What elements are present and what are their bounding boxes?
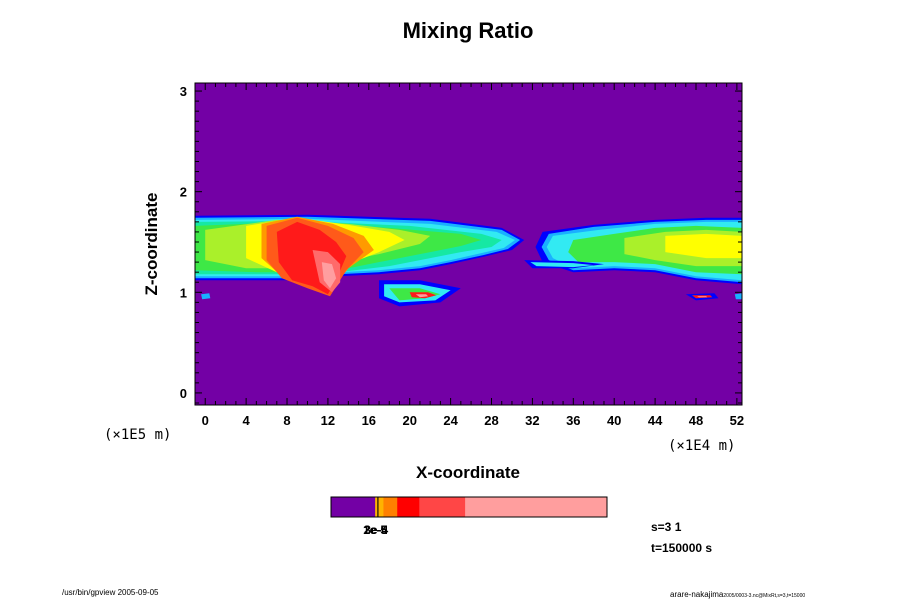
x-tick-labels: 0 4 8 12 16 20 24 28 32 36 40 44 48 52 — [202, 413, 745, 428]
y-axis-label: Z-coordinate — [142, 193, 161, 296]
footer-left: /usr/bin/gpview 2005-09-05 — [62, 588, 159, 597]
y-tick-label: 2 — [180, 185, 187, 200]
colorbar-tick-labels: 1e-52e-53e-4 — [363, 523, 389, 537]
footer-right-main: arare-nakajima — [670, 590, 724, 599]
right-tail-layer-11 — [415, 294, 429, 298]
colorbar-segment — [331, 497, 376, 517]
y-tick-labels: 0 1 2 3 — [180, 84, 187, 401]
x-tick-label: 36 — [566, 413, 580, 428]
x-tick-label: 4 — [243, 413, 251, 428]
dot-left-layer-1 — [201, 293, 211, 300]
concentration-regions — [195, 214, 742, 307]
band-right-layer-6 — [665, 233, 742, 259]
x-tick-label: 16 — [362, 413, 376, 428]
colorbar-segment — [375, 497, 378, 517]
colorbar-segment — [465, 497, 608, 517]
x-tick-label: 32 — [525, 413, 539, 428]
x-tick-label: 44 — [648, 413, 663, 428]
time-info: t=150000 s — [651, 541, 712, 555]
y-tick-label: 0 — [180, 386, 187, 401]
chart-title: Mixing Ratio — [403, 18, 534, 43]
footer-right-sub: 2005/0003-3.nc@MixRt,s=3,t=15000 — [723, 593, 805, 599]
y-tick-label: 1 — [180, 285, 187, 300]
x-scale-label: (×1E4 m) — [668, 438, 735, 454]
colorbar-segment — [419, 497, 466, 517]
axis-ticks — [195, 83, 742, 405]
band-left-layer-11 — [321, 262, 337, 289]
colorbar-tick-label: 1e-5 — [363, 523, 387, 537]
blob-right-layer-11 — [697, 296, 708, 298]
colorbar-segment — [378, 497, 384, 517]
x-tick-label: 40 — [607, 413, 621, 428]
colorbar-segments — [331, 497, 608, 517]
colorbar-segment — [383, 497, 398, 517]
footer-right: arare-nakajima2005/0003-3.nc@MixRt,s=3,t… — [670, 590, 805, 599]
dot-right-layer-1 — [734, 293, 742, 300]
x-tick-label: 52 — [730, 413, 744, 428]
plot-frame — [194, 82, 743, 406]
x-tick-label: 28 — [484, 413, 498, 428]
x-axis-label: X-coordinate — [416, 463, 520, 482]
colorbar-tick-label: 3e-4 — [364, 523, 388, 537]
colorbar-frame — [330, 496, 608, 518]
x-tick-label: 12 — [321, 413, 335, 428]
y-tick-label: 3 — [180, 84, 187, 99]
colorbar-segment — [397, 497, 420, 517]
x-tick-label: 8 — [283, 413, 290, 428]
x-tick-label: 24 — [443, 413, 458, 428]
x-tick-label: 0 — [202, 413, 209, 428]
colorbar-tick-label: 2e-5 — [364, 523, 388, 537]
colorbar-segment — [377, 497, 379, 517]
x-tick-label: 48 — [689, 413, 703, 428]
x-tick-label: 20 — [402, 413, 416, 428]
lens-layer-2 — [530, 262, 594, 268]
colorbar: 1e-52e-53e-4 — [330, 496, 608, 537]
section-info: s=3 1 — [651, 520, 682, 534]
y-scale-label: (×1E5 m) — [104, 427, 171, 443]
